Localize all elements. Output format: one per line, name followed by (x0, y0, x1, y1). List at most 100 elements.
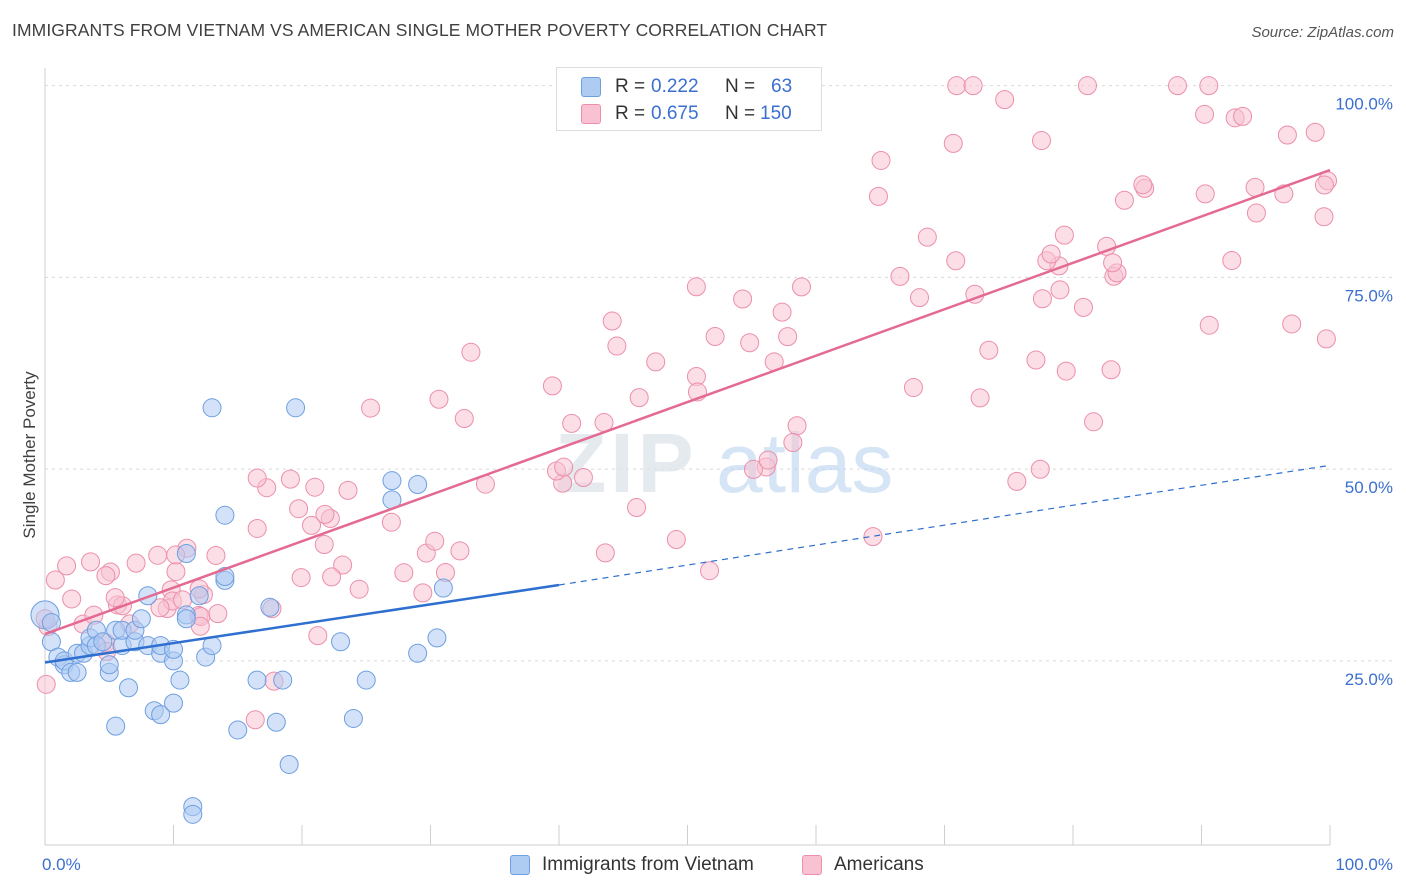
y-tick-label: 75.0% (1345, 286, 1393, 305)
watermark-atlas: atlas (716, 416, 893, 510)
point-vietnam (67, 662, 87, 682)
point-americans (150, 598, 170, 618)
point-americans (758, 450, 778, 470)
point-americans (700, 561, 720, 581)
trend-line-americans (44, 168, 1331, 636)
point-americans (995, 90, 1015, 110)
point-americans (322, 567, 342, 587)
legend-n-label: N = (725, 76, 756, 97)
point-americans (871, 150, 891, 170)
trend-line-vietnam (44, 583, 560, 664)
y-tick-label: 25.0% (1345, 670, 1393, 689)
y-tick-label: 100.0% (1335, 95, 1393, 114)
source-label: Source: ZipAtlas.com (1251, 24, 1394, 41)
point-americans (629, 388, 649, 408)
point-americans (963, 76, 983, 96)
point-americans (595, 543, 615, 563)
americans-points (35, 76, 1338, 730)
point-vietnam (106, 716, 126, 736)
point-americans (302, 515, 322, 535)
point-americans (1133, 175, 1153, 195)
point-vietnam (228, 720, 248, 740)
point-vietnam (176, 609, 196, 629)
point-vietnam (183, 804, 203, 824)
point-americans (45, 570, 65, 590)
legend-r-label: R = (615, 103, 646, 124)
point-americans (868, 186, 888, 206)
point-vietnam (93, 632, 113, 652)
point-americans (450, 541, 470, 561)
point-americans (247, 468, 267, 488)
legend-n-value: 63 (771, 76, 793, 97)
point-americans (62, 589, 82, 609)
point-americans (333, 555, 353, 575)
x-tick-label: 100.0% (1335, 855, 1393, 874)
legend: R = 0.222 N = 63 R = 0.675 N = 150 (556, 67, 822, 131)
point-americans (381, 512, 401, 532)
vietnam-points (30, 398, 453, 824)
point-americans (562, 413, 582, 433)
point-americans (166, 562, 186, 582)
point-americans (1032, 131, 1052, 151)
point-americans (686, 277, 706, 297)
point-americans (308, 626, 328, 646)
point-americans (943, 133, 963, 153)
point-americans (778, 327, 798, 347)
point-americans (247, 518, 267, 538)
point-vietnam (202, 398, 222, 418)
point-vietnam (119, 678, 139, 698)
point-americans (602, 311, 622, 331)
point-vietnam (260, 597, 280, 617)
point-americans (1114, 190, 1134, 210)
point-americans (394, 563, 414, 583)
point-americans (1199, 76, 1219, 96)
point-americans (1084, 412, 1104, 432)
point-americans (1050, 280, 1070, 300)
point-americans (361, 398, 381, 418)
point-vietnam (151, 705, 171, 725)
point-americans (1199, 315, 1219, 335)
point-americans (435, 562, 455, 582)
point-americans (57, 556, 77, 576)
point-vietnam (273, 670, 293, 690)
bottom-legend-vietnam: Immigrants from Vietnam (510, 853, 754, 877)
point-americans (425, 531, 445, 551)
point-americans (646, 352, 666, 372)
bottom-legend-swatch-pink (802, 855, 822, 875)
axes (44, 68, 1331, 846)
point-americans (772, 302, 792, 322)
point-americans (1056, 361, 1076, 381)
point-americans (126, 553, 146, 573)
point-americans (148, 545, 168, 565)
point-americans (413, 583, 433, 603)
point-vietnam (164, 693, 183, 713)
point-americans (1032, 289, 1052, 309)
point-americans (743, 459, 763, 479)
tick-labels: 25.0% 50.0% 75.0% 100.0% 0.0% 100.0% (42, 95, 1393, 874)
point-americans (542, 376, 562, 396)
legend-r-label: R = (615, 76, 646, 97)
point-americans (36, 674, 56, 694)
point-vietnam (408, 643, 428, 663)
legend-row-americans: R = 0.675 N = 150 (581, 103, 792, 125)
point-vietnam (279, 754, 299, 774)
legend-r-value: 0.222 (651, 76, 699, 97)
point-americans (81, 552, 101, 572)
point-americans (206, 545, 226, 565)
point-americans (1222, 251, 1242, 271)
point-vietnam (215, 505, 235, 525)
point-americans (1167, 76, 1187, 96)
legend-swatch-pink (581, 104, 601, 124)
gridlines (45, 85, 1395, 662)
point-americans (314, 535, 334, 555)
bottom-legend-label-americans: Americans (834, 854, 924, 875)
legend-n-label: N = (725, 103, 756, 124)
bottom-legend-americans: Americans (802, 853, 924, 877)
point-americans (1026, 350, 1046, 370)
point-americans (903, 378, 923, 398)
point-americans (289, 499, 309, 519)
point-americans (1316, 329, 1336, 349)
point-americans (917, 227, 937, 247)
point-americans (315, 504, 335, 524)
